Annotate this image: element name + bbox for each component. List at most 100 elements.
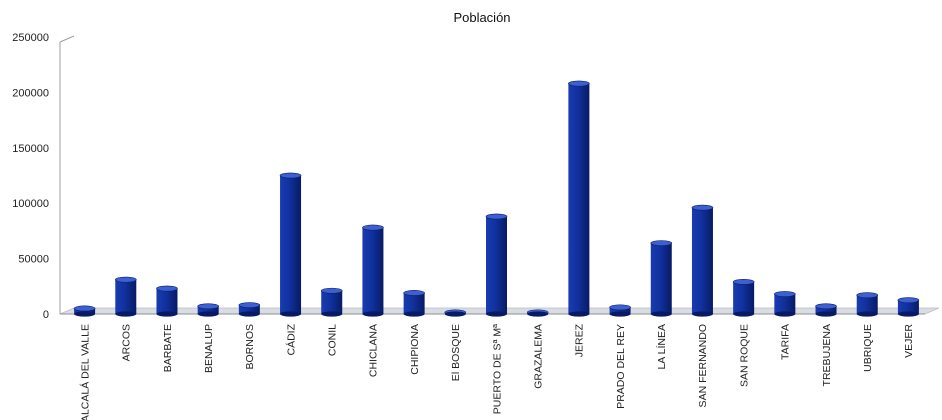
- bar: [403, 290, 425, 317]
- x-tick-label: UBRIQUE: [862, 324, 874, 372]
- x-tick-label: El BOSQUE: [450, 324, 462, 381]
- bar: [609, 304, 631, 317]
- bar: [774, 291, 796, 317]
- x-tick-label: VEJER: [903, 324, 915, 358]
- bar: [279, 172, 302, 317]
- bar-body: [403, 292, 425, 314]
- bar-bottom: [691, 311, 713, 317]
- bar-top: [362, 224, 384, 231]
- bar: [114, 276, 137, 317]
- bar: [650, 240, 673, 317]
- bar-bottom: [280, 311, 302, 317]
- bar: [897, 297, 920, 317]
- bar-top: [238, 302, 261, 309]
- bar-top: [73, 305, 96, 312]
- bar-top: [774, 291, 796, 297]
- y-axis-ticks: 0 50000 100000 150000 200000 250000: [12, 32, 49, 321]
- x-tick-label: CHICLANA: [368, 324, 380, 377]
- bar-bottom: [197, 311, 219, 317]
- bar-bottom: [568, 311, 590, 317]
- x-tick-label: BARBATE: [162, 324, 174, 372]
- bar-bottom: [444, 311, 466, 317]
- y-tick-label: 200000: [12, 87, 49, 99]
- bar: [320, 287, 343, 317]
- bar: [526, 309, 549, 317]
- bar-top: [568, 80, 590, 87]
- bar-body: [115, 279, 137, 314]
- x-tick-label: BENALUP: [203, 324, 215, 373]
- bar: [197, 303, 219, 317]
- bar: [156, 285, 178, 317]
- bar-body: [280, 175, 302, 314]
- x-tick-label: BORNOS: [244, 324, 256, 370]
- bar-body: [568, 83, 590, 314]
- bar-bottom: [486, 311, 507, 317]
- bar: [732, 278, 755, 317]
- bar-bottom: [115, 311, 137, 317]
- x-tick-label: TARIFA: [780, 324, 792, 360]
- bar-bottom: [774, 311, 796, 317]
- bar-top: [609, 304, 631, 311]
- bar-bottom: [156, 311, 178, 317]
- bar-top: [815, 303, 837, 310]
- y-axis-depth-edge: [59, 35, 75, 43]
- y-tick-label: 0: [43, 309, 49, 321]
- x-tick-label: GRAZALEMA: [532, 324, 544, 389]
- bar-top: [197, 303, 219, 310]
- bar-top: [485, 213, 508, 220]
- x-tick-label: CHIPIONA: [409, 324, 421, 375]
- bar: [238, 302, 261, 317]
- chart-title: Población: [453, 10, 510, 25]
- bar-top: [691, 204, 714, 211]
- bar: [362, 224, 384, 317]
- bar: [73, 305, 96, 317]
- y-tick-label: 250000: [12, 32, 49, 44]
- bar-body: [156, 288, 178, 314]
- y-tick-label: 100000: [12, 198, 49, 210]
- bar-bottom: [238, 311, 260, 317]
- bar-bottom: [321, 311, 343, 317]
- bar-bottom: [403, 311, 425, 317]
- y-tick-label: 150000: [12, 143, 49, 155]
- bar-top: [279, 172, 302, 179]
- bar-top: [403, 290, 425, 296]
- bar-body: [321, 290, 343, 314]
- bar-bottom: [527, 311, 549, 317]
- bar: [815, 303, 837, 317]
- x-tick-label: LA LÍNEA: [655, 324, 668, 370]
- bar-body: [733, 281, 755, 314]
- bar-top: [114, 276, 137, 283]
- x-tick-label: CÁDIZ: [284, 323, 297, 355]
- bar-body: [486, 216, 507, 314]
- bar-top: [856, 292, 879, 299]
- bar-body: [609, 307, 631, 314]
- x-tick-label: SAN FERNANDO: [697, 324, 709, 407]
- bar-body: [856, 295, 878, 314]
- bar-body: [774, 294, 796, 314]
- bar: [856, 292, 879, 317]
- x-tick-label: JEREZ: [574, 323, 586, 357]
- x-tick-label: SAN ROQUE: [738, 324, 750, 387]
- bar-top: [897, 297, 920, 304]
- x-tick-label: TREBUJENA: [821, 324, 833, 386]
- bar-body: [897, 300, 919, 314]
- bar-body: [815, 306, 837, 314]
- x-tick-label: PRADO DEL REY: [615, 324, 627, 409]
- bars: [73, 80, 920, 317]
- bar-bottom: [362, 311, 384, 317]
- bar-top: [732, 278, 755, 285]
- x-tick-label: ARCOS: [121, 324, 133, 361]
- x-tick-label: PUERTO DE Sª Mª: [491, 324, 503, 414]
- bar-top: [650, 240, 673, 246]
- bar-bottom: [815, 311, 837, 317]
- bar-body: [362, 227, 384, 314]
- bar-bottom: [609, 311, 631, 317]
- bar: [444, 309, 467, 317]
- bar-top: [156, 285, 178, 292]
- y-tick-label: 50000: [18, 254, 49, 266]
- bar-body: [197, 306, 219, 314]
- bar-bottom: [897, 311, 919, 317]
- bar: [691, 204, 714, 317]
- x-tick-label: CONIL: [327, 324, 339, 356]
